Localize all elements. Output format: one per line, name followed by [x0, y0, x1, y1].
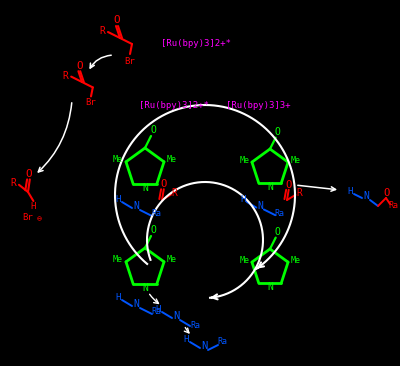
Text: O: O [150, 125, 156, 135]
Text: N: N [133, 201, 139, 211]
Text: N: N [257, 201, 263, 211]
Text: N: N [133, 299, 139, 309]
Text: O: O [26, 169, 32, 179]
Text: Ra: Ra [274, 209, 284, 218]
Text: Ra: Ra [151, 209, 161, 219]
Text: Me: Me [291, 156, 301, 165]
Text: [Ru(bpy)3]2+*: [Ru(bpy)3]2+* [139, 101, 209, 109]
Text: Br: Br [23, 213, 33, 222]
Text: N: N [173, 311, 179, 321]
Text: Ra: Ra [388, 202, 398, 210]
Text: H: H [155, 306, 161, 314]
Text: O: O [383, 188, 389, 198]
Text: O: O [76, 61, 83, 71]
Text: N: N [267, 182, 273, 192]
Text: Ra: Ra [190, 321, 200, 329]
Text: N: N [267, 282, 273, 292]
Text: R: R [63, 71, 69, 81]
Text: O: O [275, 127, 280, 137]
Text: Me: Me [113, 255, 123, 264]
Text: Ra: Ra [217, 337, 227, 347]
Text: O: O [286, 180, 292, 190]
Text: Br: Br [125, 56, 135, 66]
Text: ⊖: ⊖ [36, 214, 41, 224]
Text: [Ru(bpy)3]3+: [Ru(bpy)3]3+ [226, 101, 290, 109]
Text: H: H [115, 294, 121, 303]
Text: [Ru(bpy)3]2+*: [Ru(bpy)3]2+* [161, 38, 231, 48]
Text: Me: Me [239, 156, 249, 165]
Text: Me: Me [167, 155, 177, 164]
Text: N: N [142, 183, 148, 193]
Text: O: O [275, 227, 280, 237]
Text: O: O [150, 225, 156, 235]
Text: Me: Me [291, 256, 301, 265]
Text: Me: Me [239, 256, 249, 265]
Text: H: H [115, 195, 121, 205]
Text: H: H [347, 187, 353, 197]
Text: Me: Me [167, 255, 177, 264]
Text: H: H [31, 202, 36, 211]
Text: Me: Me [113, 155, 123, 164]
Text: R: R [99, 26, 105, 36]
Text: Ra: Ra [151, 307, 161, 317]
Text: N: N [142, 283, 148, 293]
Text: N: N [363, 191, 369, 201]
Text: R: R [11, 178, 16, 188]
Text: R: R [172, 188, 178, 198]
Text: Br: Br [86, 98, 96, 107]
Text: H: H [183, 336, 189, 344]
Text: H: H [240, 195, 246, 205]
Text: R: R [296, 188, 302, 198]
Text: N: N [201, 341, 207, 351]
Text: O: O [161, 179, 167, 189]
Text: O: O [114, 15, 120, 25]
